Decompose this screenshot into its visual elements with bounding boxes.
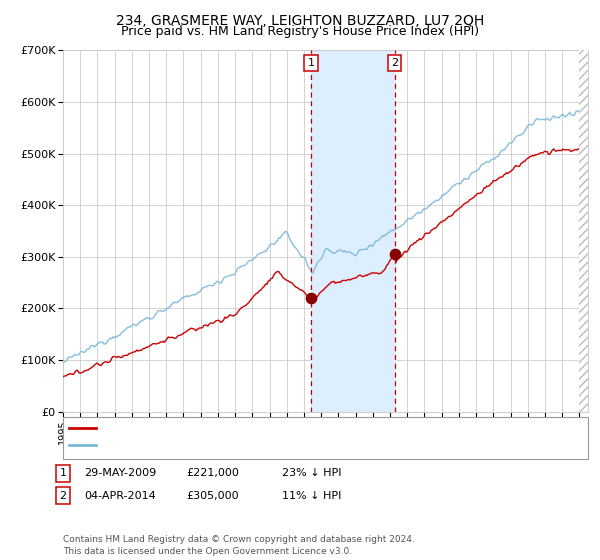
Text: 11% ↓ HPI: 11% ↓ HPI	[282, 491, 341, 501]
Text: 23% ↓ HPI: 23% ↓ HPI	[282, 468, 341, 478]
Text: Contains HM Land Registry data © Crown copyright and database right 2024.
This d: Contains HM Land Registry data © Crown c…	[63, 535, 415, 556]
Text: HPI: Average price, detached house, Central Bedfordshire: HPI: Average price, detached house, Cent…	[102, 440, 403, 450]
Text: 1: 1	[308, 58, 314, 68]
Text: 1: 1	[59, 468, 67, 478]
Text: Price paid vs. HM Land Registry's House Price Index (HPI): Price paid vs. HM Land Registry's House …	[121, 25, 479, 38]
Text: 2: 2	[59, 491, 67, 501]
Bar	[311, 50, 395, 412]
Text: 2: 2	[391, 58, 398, 68]
Text: 29-MAY-2009: 29-MAY-2009	[84, 468, 156, 478]
Point	[306, 293, 316, 302]
Text: 234, GRASMERE WAY, LEIGHTON BUZZARD, LU7 2QH (detached house): 234, GRASMERE WAY, LEIGHTON BUZZARD, LU7…	[102, 423, 473, 433]
Text: £305,000: £305,000	[186, 491, 239, 501]
Point	[390, 250, 400, 259]
Text: £221,000: £221,000	[186, 468, 239, 478]
Text: 234, GRASMERE WAY, LEIGHTON BUZZARD, LU7 2QH: 234, GRASMERE WAY, LEIGHTON BUZZARD, LU7…	[116, 14, 484, 28]
Text: 04-APR-2014: 04-APR-2014	[84, 491, 156, 501]
